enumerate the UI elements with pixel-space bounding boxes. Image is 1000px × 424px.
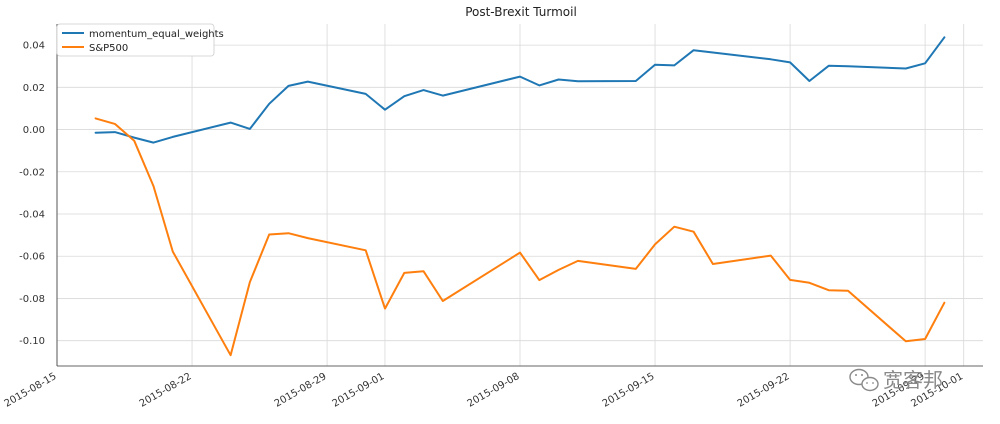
y-tick-label: -0.06 (19, 252, 45, 263)
y-tick-label: 0.02 (23, 83, 45, 94)
y-tick-label: 0.00 (23, 125, 45, 136)
x-tick-label: 2015-09-01 (331, 371, 387, 410)
legend-frame (56, 23, 215, 57)
x-tick-labels: 2015-08-15 2015-08-22 2015-08-29 2015-09-01… (3, 371, 966, 410)
y-tick-label: 0.04 (23, 41, 45, 52)
chart-title: Post-Brexit Turmoil (465, 5, 577, 19)
x-tick-label: 2015-08-29 (273, 371, 329, 410)
y-tick-label: -0.02 (19, 167, 45, 178)
watermark-text: 宽客邦 (883, 368, 943, 392)
grid-lines (56, 24, 983, 366)
series-lines (94, 36, 946, 357)
x-tick-label: 2015-09-22 (736, 371, 792, 410)
watermark: 宽客邦 (849, 368, 943, 392)
legend: momentum_equal_weights S&P500 (56, 23, 224, 57)
x-tick-label: 2015-08-22 (138, 371, 194, 410)
y-tick-labels: 0.04 0.02 0.00 -0.02 -0.04 -0.06 -0.08 -0.10 (19, 41, 45, 348)
y-tick-label: -0.10 (19, 336, 45, 347)
series-line-momentum-equal-weights (94, 36, 946, 144)
x-tick-label: 2015-09-08 (466, 371, 522, 410)
axes (56, 24, 983, 367)
series-line-s-p500 (94, 117, 946, 357)
wechat-icon (849, 368, 879, 392)
legend-label-sp500: S&P500 (89, 43, 128, 54)
y-tick-label: -0.04 (19, 210, 45, 221)
x-tick-label: 2015-09-15 (601, 371, 657, 410)
legend-label-momentum: momentum_equal_weights (89, 29, 224, 40)
x-tick-label: 2015-08-15 (3, 371, 59, 410)
y-tick-label: -0.08 (19, 294, 45, 305)
